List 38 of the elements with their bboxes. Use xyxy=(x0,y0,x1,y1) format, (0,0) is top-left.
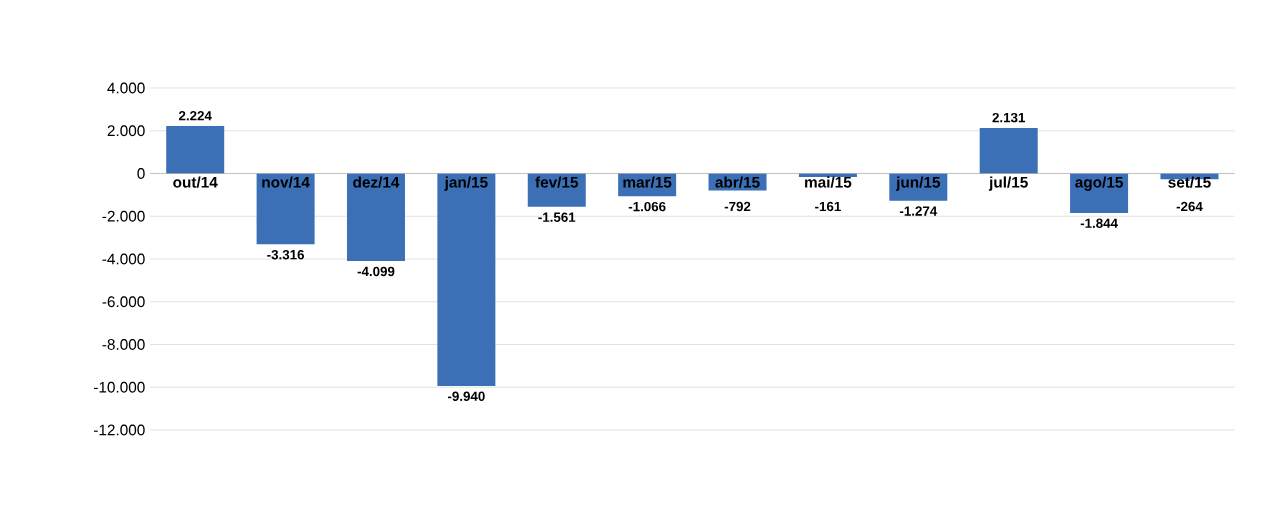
data-label: -4.099 xyxy=(357,266,395,277)
data-label: -1.844 xyxy=(1080,218,1118,228)
data-label: -3.316 xyxy=(267,249,305,260)
y-tick-label: 4.000 xyxy=(107,82,145,94)
data-label: 2.131 xyxy=(992,112,1026,123)
x-tick-label: mar/15 xyxy=(623,176,672,188)
x-tick-label: mai/15 xyxy=(805,176,852,188)
data-label: -161 xyxy=(815,201,841,212)
bar xyxy=(346,173,405,262)
y-tick-label: -2.000 xyxy=(102,210,145,222)
y-tick-label: 0 xyxy=(137,168,145,179)
bar xyxy=(437,173,496,386)
data-label: -1.274 xyxy=(899,206,938,216)
bar xyxy=(256,173,315,245)
y-tick-label: -12.000 xyxy=(93,424,145,436)
x-tick-label: ago/15 xyxy=(1075,176,1123,191)
x-tick-label: jul/15 xyxy=(988,176,1028,191)
x-tick-label: set/15 xyxy=(1168,176,1211,188)
bar xyxy=(166,125,225,174)
x-tick-label: jan/15 xyxy=(444,176,488,191)
x-tick-label: abr/15 xyxy=(715,176,760,188)
data-label: -9.940 xyxy=(447,391,485,401)
data-label: -1.066 xyxy=(628,201,666,212)
data-label: -264 xyxy=(1176,201,1203,212)
x-tick-label: nov/14 xyxy=(262,176,310,188)
x-tick-label: dez/14 xyxy=(353,176,400,188)
x-tick-label: jun/15 xyxy=(895,176,941,191)
y-tick-label: 2.000 xyxy=(107,125,145,137)
y-tick-label: -6.000 xyxy=(102,296,145,308)
data-label: -792 xyxy=(724,201,751,212)
y-tick-label: -10.000 xyxy=(93,381,145,393)
y-tick-label: -4.000 xyxy=(102,253,145,265)
x-tick-label: out/14 xyxy=(173,176,218,188)
y-tick-label: -8.000 xyxy=(102,339,145,350)
x-tick-label: fev/15 xyxy=(535,176,579,188)
data-label: -1.561 xyxy=(538,212,576,222)
bar xyxy=(979,127,1038,174)
data-label: 2.224 xyxy=(178,111,212,121)
